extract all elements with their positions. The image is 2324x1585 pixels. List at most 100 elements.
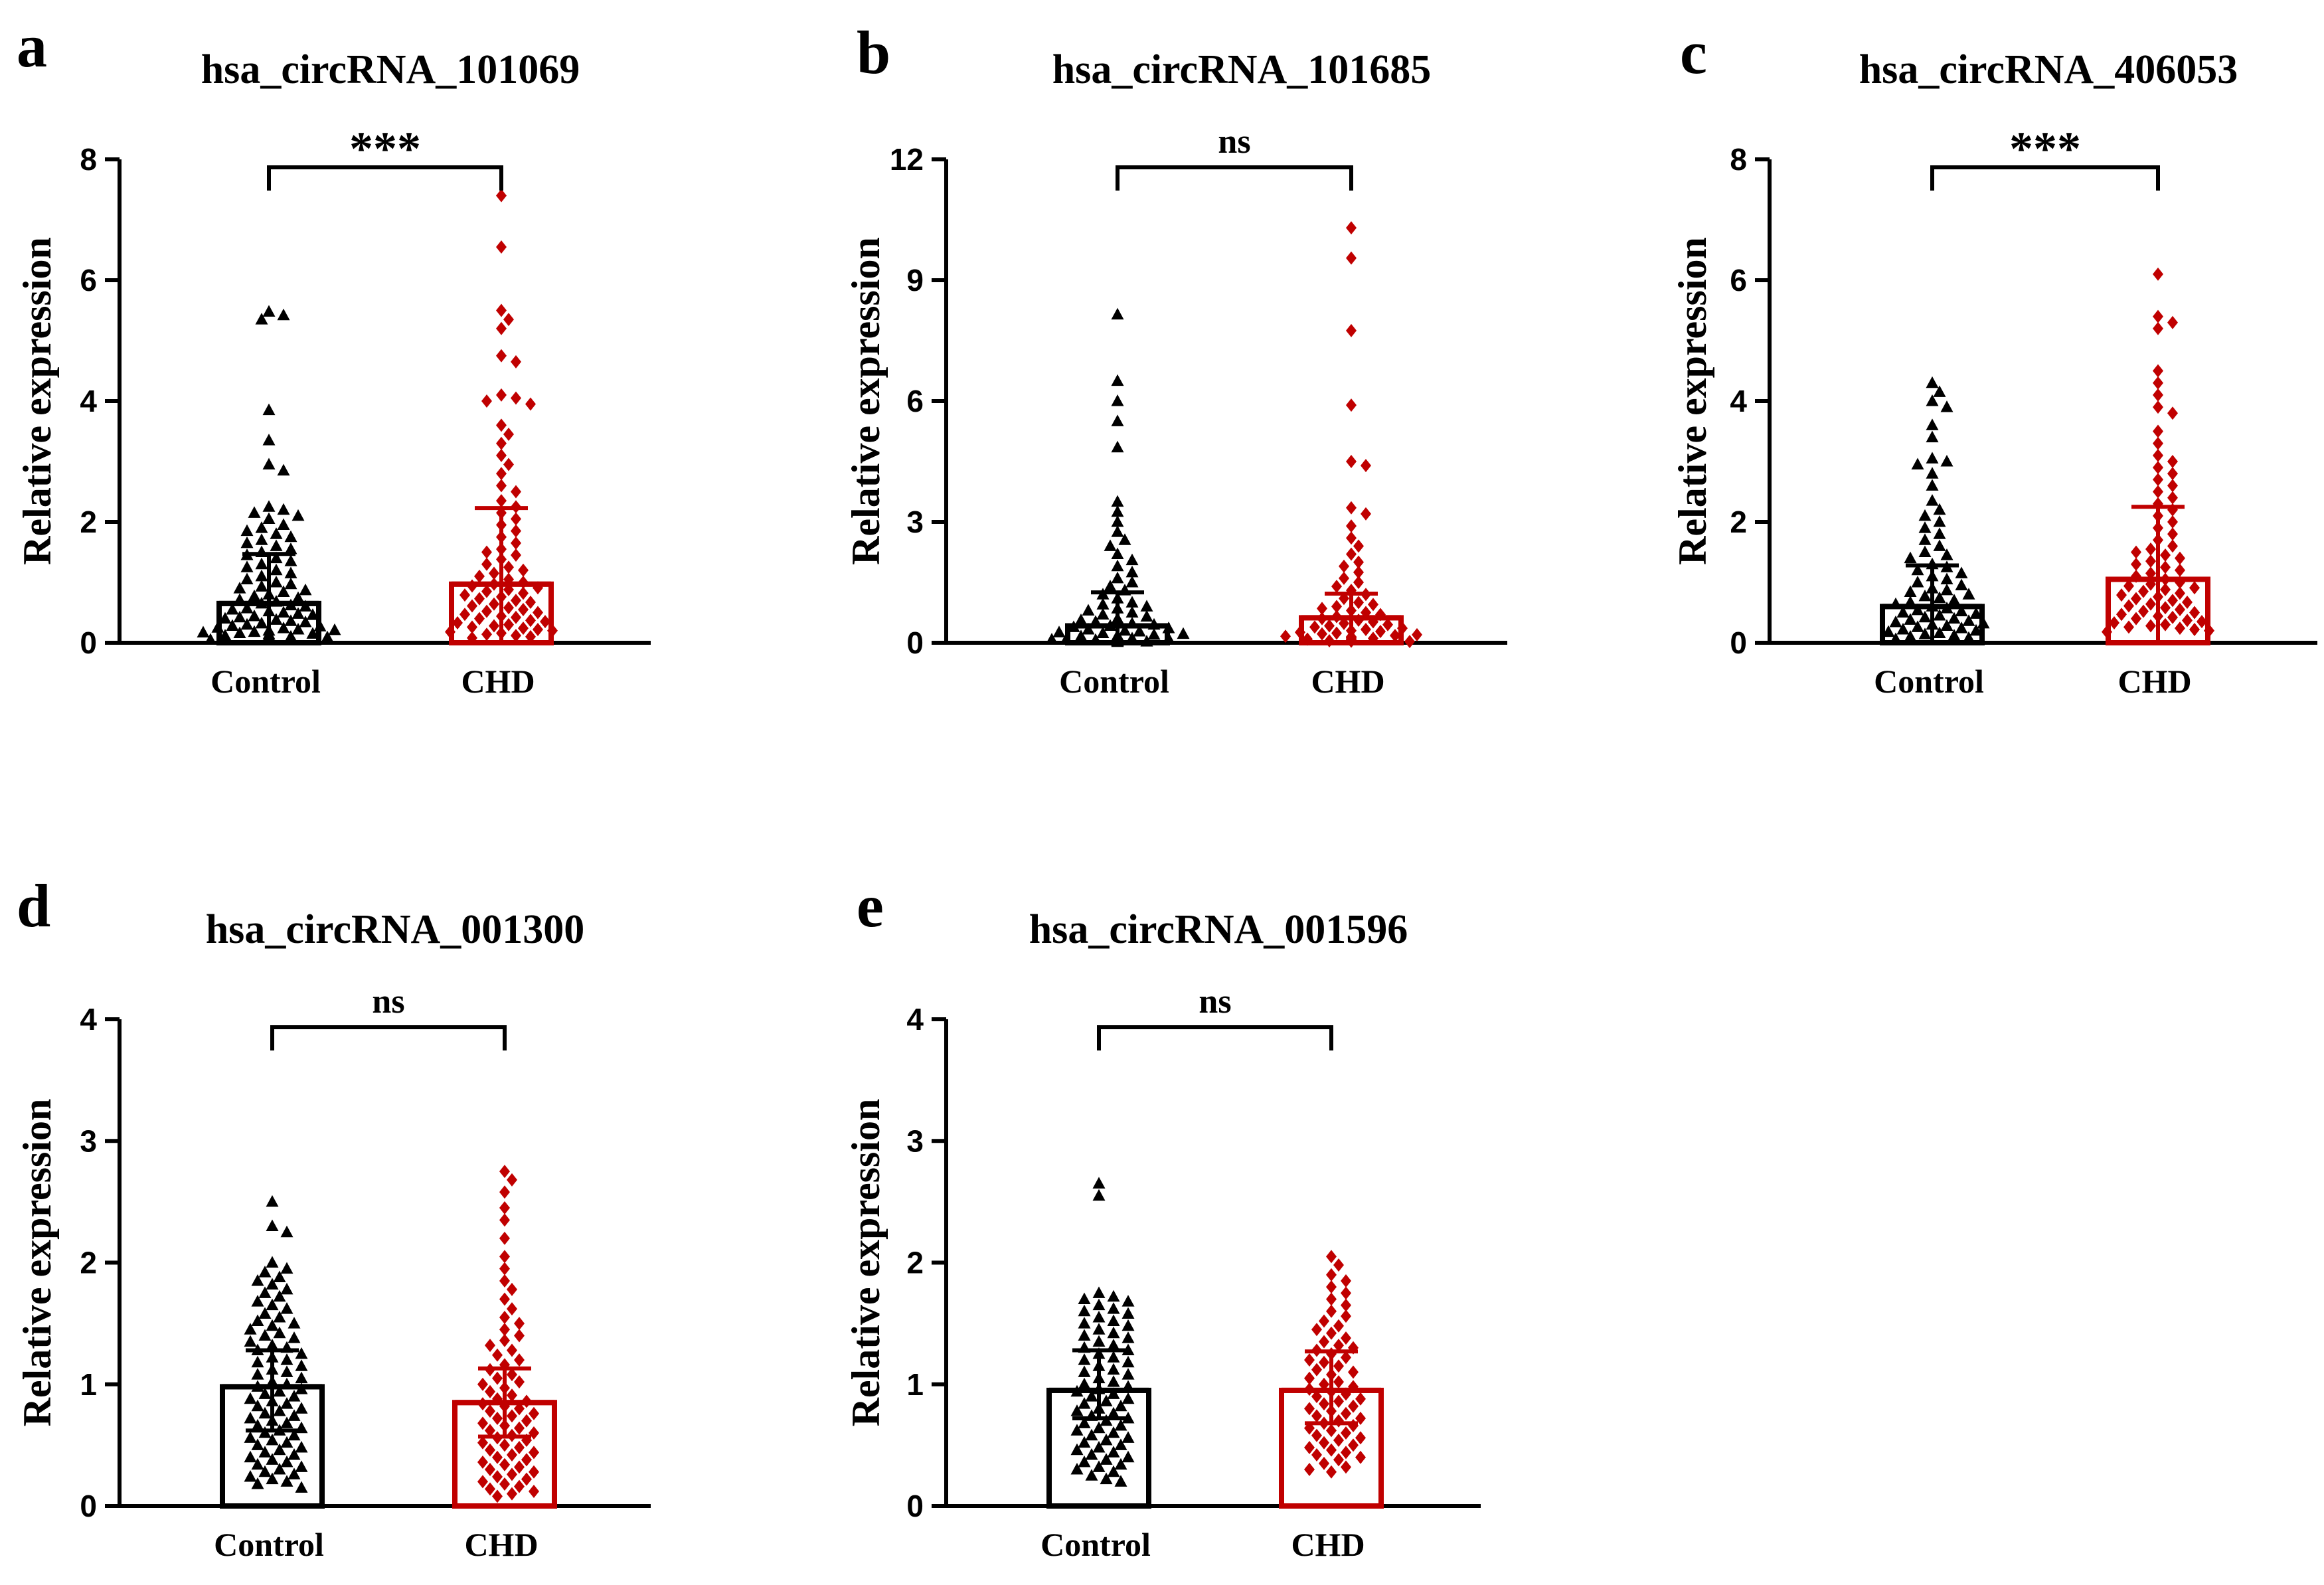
data-point <box>507 1448 517 1462</box>
data-point <box>492 1470 503 1484</box>
data-point <box>511 485 521 499</box>
data-point <box>492 1348 503 1362</box>
data-point <box>280 1365 293 1377</box>
data-point <box>1114 1399 1127 1412</box>
data-point <box>1111 495 1124 507</box>
data-point <box>1100 1453 1113 1465</box>
data-point <box>226 619 239 631</box>
data-point <box>1326 1304 1337 1318</box>
data-point <box>1092 1189 1106 1201</box>
data-point <box>2167 467 2178 481</box>
data-point <box>1348 1365 1359 1379</box>
data-point <box>280 1475 293 1487</box>
data-point <box>277 308 290 321</box>
data-point <box>499 1333 510 1347</box>
data-point <box>255 557 268 570</box>
data-point <box>277 463 290 476</box>
data-point <box>248 589 261 602</box>
data-point <box>280 1353 293 1365</box>
y-tick-label: 1 <box>906 1367 924 1402</box>
y-tick-label: 2 <box>80 1246 97 1280</box>
data-point <box>1331 626 1342 640</box>
data-point <box>1121 1319 1135 1331</box>
data-point <box>1082 604 1095 616</box>
data-point <box>1311 1448 1322 1462</box>
data-point <box>291 607 305 619</box>
data-point <box>1319 1397 1329 1411</box>
data-point <box>273 1463 286 1475</box>
chart-panel-e: e hsa_circRNA_001596 Relative expression 0 1… <box>844 872 1481 1563</box>
data-point <box>1107 1375 1120 1387</box>
data-point <box>1121 1412 1135 1424</box>
data-point <box>1078 1353 1091 1365</box>
data-point <box>288 1317 301 1329</box>
data-point <box>499 1323 510 1337</box>
data-point <box>481 604 492 618</box>
x-tick-label: CHD <box>2117 663 2191 700</box>
data-point <box>2153 321 2163 335</box>
data-point <box>258 1465 272 1477</box>
data-point <box>280 1416 293 1428</box>
data-point <box>295 1402 308 1414</box>
data-point <box>240 536 254 548</box>
data-point <box>262 403 276 416</box>
data-point <box>270 576 283 588</box>
data-point <box>1904 629 1917 642</box>
data-point <box>499 1165 510 1179</box>
data-point <box>496 303 507 317</box>
data-point <box>499 1458 510 1471</box>
y-tick-label: 0 <box>80 1489 97 1523</box>
data-point <box>266 1195 279 1207</box>
data-point <box>233 626 246 638</box>
data-point <box>2167 594 2178 608</box>
data-point <box>240 572 254 584</box>
y-tick-label: 9 <box>906 263 924 297</box>
data-point <box>291 509 305 521</box>
data-point <box>266 1472 279 1485</box>
data-point <box>1346 398 1357 412</box>
data-point <box>244 1323 257 1335</box>
data-point <box>499 1477 510 1491</box>
data-point <box>1107 1339 1120 1351</box>
data-point <box>1918 509 1932 521</box>
data-point <box>266 1453 279 1465</box>
data-point <box>1969 607 1983 619</box>
data-point <box>496 321 507 335</box>
data-point <box>514 1317 525 1331</box>
data-point <box>496 189 507 203</box>
data-point <box>251 1399 264 1412</box>
data-point <box>295 1481 308 1493</box>
data-point <box>299 616 312 627</box>
data-point <box>1955 622 1968 633</box>
data-point <box>2145 619 2156 633</box>
data-point <box>2153 448 2163 462</box>
data-point <box>1889 632 1902 645</box>
data-point <box>1092 1310 1106 1323</box>
data-point <box>244 1412 257 1424</box>
y-axis-label: Relative expression <box>844 237 888 565</box>
data-point <box>507 1409 517 1423</box>
data-point <box>1114 1438 1127 1450</box>
x-tick-label: Control <box>214 1526 324 1563</box>
data-point <box>273 1443 286 1456</box>
data-point <box>1333 1359 1344 1373</box>
y-tick-label: 0 <box>80 626 97 660</box>
data-point <box>499 1292 510 1306</box>
data-point <box>240 560 254 572</box>
data-point <box>1078 1416 1091 1428</box>
data-point <box>518 586 529 600</box>
data-point <box>280 1456 293 1467</box>
data-point <box>1074 629 1088 641</box>
data-point <box>1111 547 1124 560</box>
data-point <box>1331 580 1342 594</box>
y-tick-label: 2 <box>906 1246 924 1280</box>
data-point <box>1111 505 1124 517</box>
data-point <box>1304 1441 1315 1455</box>
data-point <box>496 388 507 402</box>
data-point <box>1926 467 1939 479</box>
data-point <box>1125 606 1139 618</box>
data-point <box>2145 566 2156 580</box>
data-point <box>511 536 521 550</box>
data-point <box>1085 1469 1098 1481</box>
x-tick-label: Control <box>1874 663 1984 700</box>
